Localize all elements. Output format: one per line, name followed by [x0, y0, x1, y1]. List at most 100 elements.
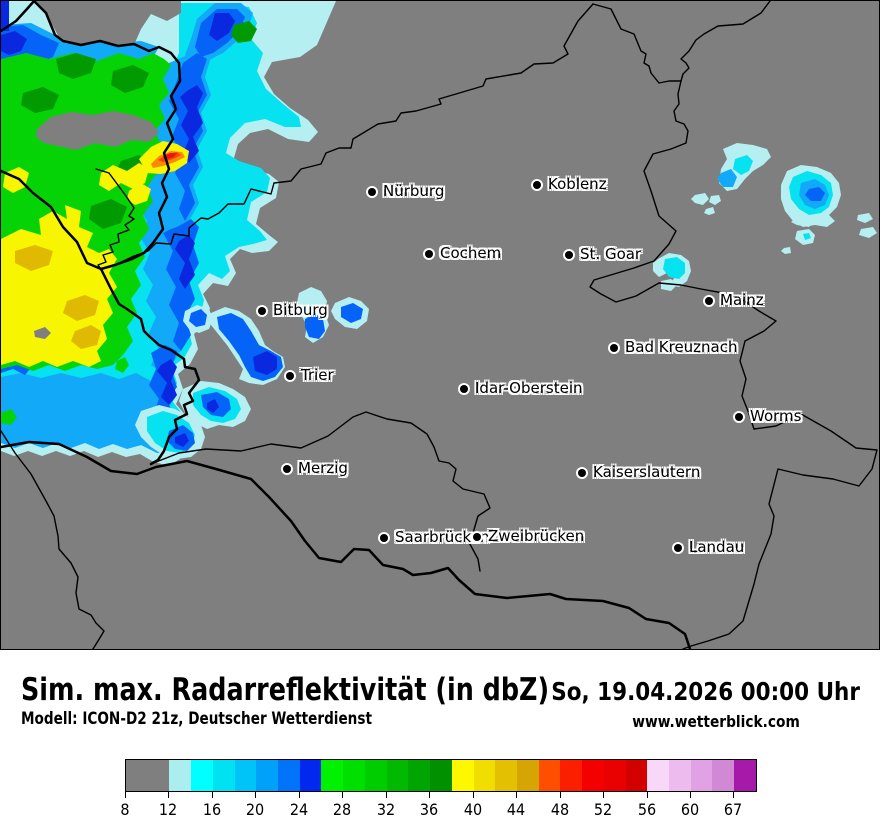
- valid-datetime: So, 19.04.2026 00:00 Uhr: [551, 677, 860, 706]
- model-info: Modell: ICON-D2 21z, Deutscher Wetterdie…: [21, 709, 372, 729]
- tick-mark: [646, 792, 648, 798]
- colorbar-segment: [582, 760, 604, 791]
- tick-label: 24: [289, 800, 309, 819]
- city-label: Koblenz: [548, 175, 607, 193]
- border-hessen-north: [592, 3, 682, 84]
- colorbar-segment: [343, 760, 365, 791]
- tick-mark: [603, 792, 605, 798]
- city-label: Landau: [689, 538, 745, 556]
- city-label: Idar-Oberstein: [475, 379, 583, 397]
- tick-label: 48: [550, 800, 569, 819]
- city-dot-icon: [533, 181, 541, 189]
- tick-mark: [690, 792, 692, 798]
- tick-label: 52: [593, 800, 613, 819]
- tick-label: 20: [246, 800, 265, 819]
- colorbar-segment: [560, 760, 583, 791]
- city-dot-icon: [425, 250, 433, 258]
- tick-mark: [211, 792, 213, 798]
- city-label: Bad Kreuznach: [625, 338, 738, 356]
- tick-label: 67: [724, 800, 743, 819]
- colorbar-segment: [408, 760, 431, 791]
- city-dot-icon: [286, 372, 294, 380]
- tick-label: 32: [376, 800, 395, 819]
- tick-mark: [255, 792, 257, 798]
- colorbar-segment: [212, 760, 235, 791]
- colorbar-segment: [430, 760, 452, 791]
- caption-area: Sim. max. Radarreflektivität (in dbZ) So…: [0, 650, 880, 830]
- colorbar-segment: [495, 760, 517, 791]
- tick-label: 16: [202, 800, 222, 819]
- tick-label: 36: [420, 800, 439, 819]
- colorbar-segment: [690, 760, 713, 791]
- city-label: Mainz: [720, 291, 764, 309]
- tick-mark: [472, 792, 474, 798]
- colorbar-segment: [169, 760, 192, 791]
- border-france-inner: [1, 430, 105, 649]
- colorbar-segment: [734, 760, 756, 791]
- border-belgium-de: [32, 1, 182, 271]
- tick-label: 44: [507, 800, 526, 819]
- border-belgium: [1, 1, 36, 33]
- colorbar-segment: [538, 760, 561, 791]
- tick-label: 8: [120, 800, 130, 819]
- city-dot-icon: [473, 533, 481, 541]
- border-france: [1, 440, 692, 649]
- colorbar-segment: [364, 760, 387, 791]
- colorbar-segment: [712, 760, 735, 791]
- border-nrw-hessen: [680, 1, 771, 82]
- city-label: Zweibrücken: [488, 527, 585, 545]
- city-dot-icon: [460, 385, 468, 393]
- colorbar-segment: [451, 760, 474, 791]
- border-nrw-rlp: [114, 3, 594, 266]
- city-label: Saarbrücken: [395, 528, 490, 546]
- tick-label: 40: [463, 800, 482, 819]
- city-dot-icon: [380, 534, 388, 542]
- colorbar-segment: [386, 760, 409, 791]
- colorbar-segment: [278, 760, 300, 791]
- tick-mark: [168, 792, 170, 798]
- colorbar-segment: [625, 760, 648, 791]
- colorbar-segment: [473, 760, 496, 791]
- city-dot-icon: [735, 413, 743, 421]
- colorbar-segment: [668, 760, 691, 791]
- tick-mark: [733, 792, 735, 798]
- border-luxembourg: [1, 169, 201, 466]
- city-label: Merzig: [298, 459, 348, 477]
- city-label: St. Goar: [580, 245, 642, 263]
- city-dot-icon: [610, 344, 618, 352]
- colorbar-segment: [516, 760, 539, 791]
- city-label: Bitburg: [273, 301, 328, 319]
- city-dot-icon: [368, 188, 376, 196]
- tick-mark: [429, 792, 431, 798]
- city-label: Nürburg: [383, 182, 445, 200]
- colorbar-segment: [234, 760, 257, 791]
- tick-mark: [559, 792, 561, 798]
- border-rlp-hessen: [589, 80, 777, 430]
- radar-map-canvas: Nürburg Koblenz Cochem St. Goar Mainz Bitburg…: [0, 0, 880, 650]
- city-label: Trier: [301, 366, 334, 384]
- colorbar-segment: [126, 760, 170, 791]
- colorbar: [125, 759, 757, 792]
- radar-layers: [1, 1, 878, 649]
- border-saarland: [150, 411, 491, 572]
- colorbar-segment: [321, 760, 344, 791]
- tick-label: 60: [680, 800, 700, 819]
- tick-mark: [125, 792, 126, 798]
- colorbar-segment: [256, 760, 279, 791]
- echo-gray-hole: [36, 111, 159, 150]
- colorbar-segment: [299, 760, 322, 791]
- tick-label: 12: [159, 800, 178, 819]
- tick-mark: [342, 792, 344, 798]
- tick-label: 28: [333, 800, 352, 819]
- page-title: Sim. max. Radarreflektivität (in dbZ): [21, 672, 550, 708]
- tick-label: 56: [637, 800, 656, 819]
- city-label: Kaiserslautern: [593, 463, 701, 481]
- city-dot-icon: [705, 297, 713, 305]
- color-legend: 8 12 16 20 24 28 32 36 40 44 48 52 56 60 67: [120, 759, 757, 819]
- border-rhine-south: [682, 413, 878, 649]
- city-dot-icon: [258, 307, 266, 315]
- colorbar-segment: [603, 760, 626, 791]
- website-credit: www.wetterblick.com: [632, 712, 800, 731]
- city-label: Worms: [750, 407, 802, 425]
- tick-mark: [385, 792, 387, 798]
